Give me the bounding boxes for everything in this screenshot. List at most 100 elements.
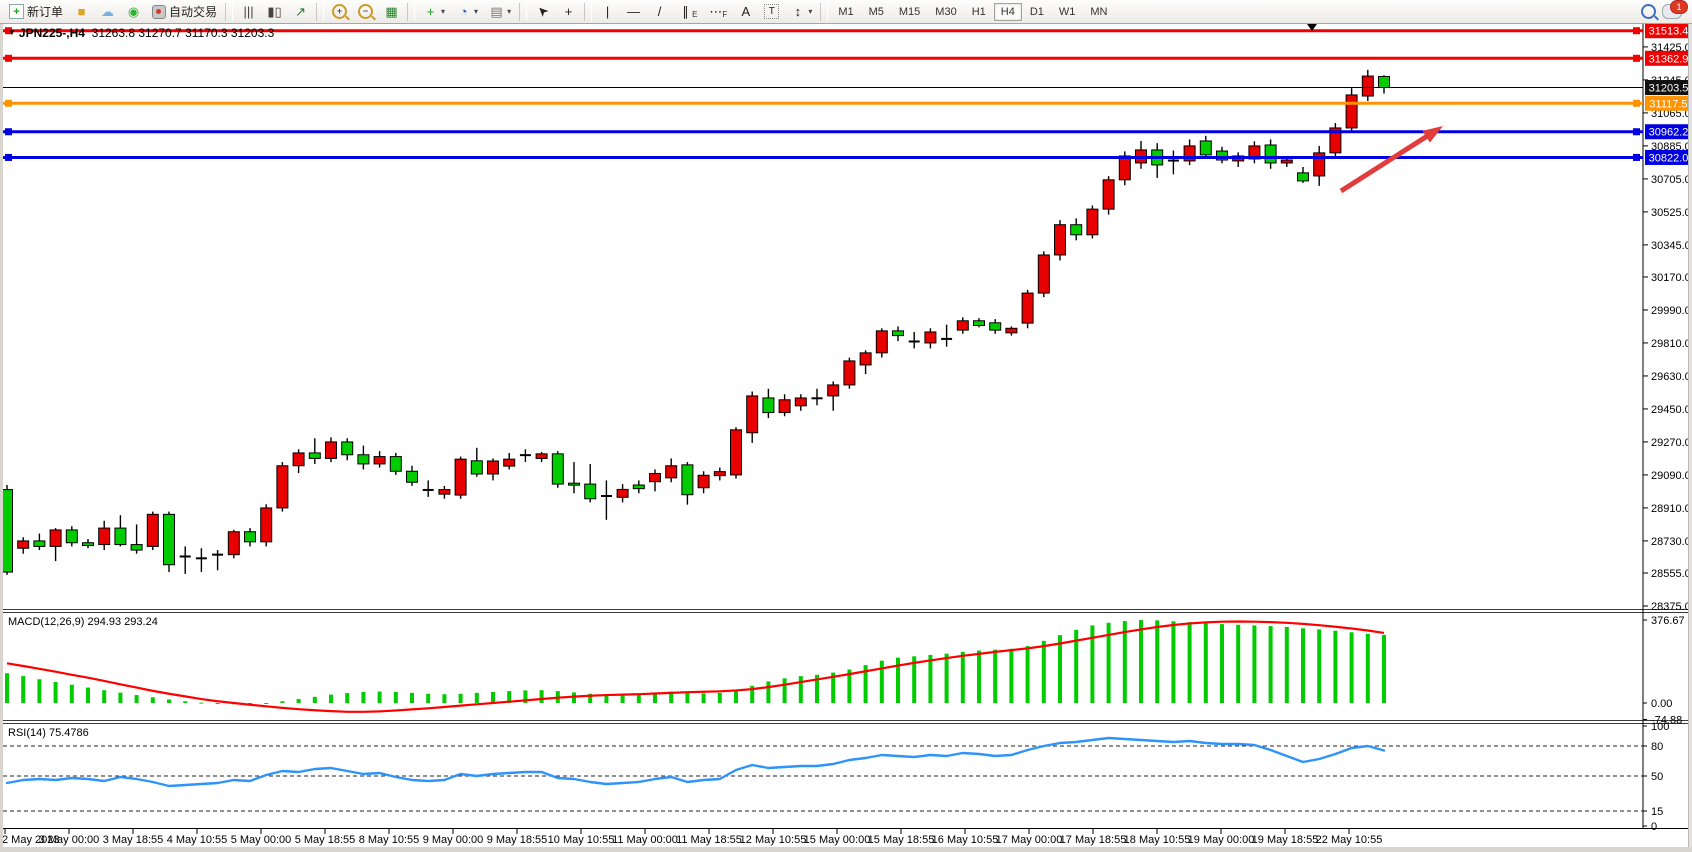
- zoom-in-button[interactable]: +: [327, 1, 352, 23]
- candle: [713, 471, 726, 477]
- signals-button[interactable]: ◉: [121, 1, 146, 23]
- crosshair-button[interactable]: +: [556, 1, 581, 23]
- auto-trading-button[interactable]: 自动交易: [147, 1, 222, 23]
- tile-windows-button[interactable]: ▦: [379, 1, 404, 23]
- timeframe-M5-button[interactable]: M5: [868, 5, 884, 18]
- timeframe-MN-button[interactable]: MN: [1090, 5, 1108, 18]
- line-handle[interactable]: [1633, 54, 1640, 62]
- line-handle[interactable]: [1633, 27, 1640, 35]
- trendline-button[interactable]: /: [647, 1, 672, 23]
- candle: [1021, 292, 1034, 324]
- toolbar-separator: [316, 2, 325, 21]
- svg-text:9 May 18:55: 9 May 18:55: [487, 834, 548, 846]
- fibonacci-button[interactable]: ⋯ F: [709, 4, 728, 19]
- text-button[interactable]: A: [733, 1, 758, 23]
- macd-histogram-bar: [5, 673, 9, 703]
- candle: [1264, 144, 1277, 164]
- notification-badge: 1: [1670, 0, 1688, 14]
- period-menu-button[interactable]: ◔ ▾: [451, 1, 483, 23]
- line-handle[interactable]: [1633, 153, 1640, 161]
- horizontal-line-button[interactable]: —: [621, 1, 646, 23]
- svg-text:17 May 18:55: 17 May 18:55: [1060, 834, 1127, 846]
- macd-histogram-bar: [442, 694, 447, 703]
- timeframe-H4-button[interactable]: H4: [993, 2, 1022, 21]
- candle-chart-button[interactable]: ▮▯: [262, 1, 287, 23]
- macd-histogram-bar: [636, 694, 641, 703]
- macd-histogram-bar: [69, 684, 74, 703]
- community-button[interactable]: ☁: [95, 1, 120, 23]
- chat-icon[interactable]: 1: [1662, 0, 1688, 19]
- candle: [438, 489, 451, 495]
- candle: [503, 458, 516, 467]
- arrows-button[interactable]: ↕ ▾: [785, 1, 817, 23]
- macd-histogram-bar: [944, 653, 949, 703]
- macd-histogram-bar: [993, 649, 998, 703]
- indicators-button[interactable]: + ▾: [418, 1, 450, 23]
- bar-chart-button[interactable]: |||: [236, 1, 261, 23]
- search-icon[interactable]: [1641, 4, 1656, 19]
- candle: [65, 529, 78, 544]
- line-handle[interactable]: [5, 99, 12, 107]
- timeframe-H1-button[interactable]: H1: [971, 5, 986, 18]
- equidistant-channel-icon: ∥: [682, 4, 689, 19]
- svg-text:31513.4: 31513.4: [1649, 26, 1689, 38]
- candle: [1086, 208, 1099, 236]
- templates-button[interactable]: ▤ ▾: [484, 1, 516, 23]
- line-chart-button[interactable]: ↗: [288, 1, 313, 23]
- new-order-button[interactable]: + 新订单: [4, 1, 68, 23]
- candle: [308, 452, 321, 459]
- candle: [276, 465, 289, 509]
- tile-windows-icon: ▦: [385, 4, 398, 19]
- macd-histogram-bar: [847, 669, 852, 703]
- rsi-axis-label: 15: [1651, 806, 1663, 818]
- line-handle[interactable]: [5, 128, 12, 136]
- trend-arrow[interactable]: [1339, 132, 1431, 194]
- line-handle[interactable]: [5, 54, 12, 62]
- macd-histogram-bar: [766, 681, 771, 703]
- candle: [1361, 75, 1374, 97]
- svg-text:9 May 00:00: 9 May 00:00: [423, 834, 484, 846]
- svg-text:22 May 10:55: 22 May 10:55: [1316, 834, 1383, 846]
- equidistant-channel-button[interactable]: ∥ E: [673, 1, 702, 23]
- zoom-out-button[interactable]: −: [353, 1, 378, 23]
- candle: [341, 441, 354, 456]
- macd-histogram-bar: [215, 703, 220, 704]
- macd-histogram-bar: [1317, 629, 1322, 703]
- timeframe-D1-button[interactable]: D1: [1029, 5, 1044, 18]
- chevron-down-icon: ▾: [441, 7, 446, 16]
- timeframe-M30-button[interactable]: M30: [935, 5, 957, 18]
- svg-text:30170.0: 30170.0: [1651, 272, 1691, 284]
- svg-text:29630.0: 29630.0: [1651, 371, 1691, 383]
- timeframe-W1-button[interactable]: W1: [1058, 5, 1076, 18]
- macd-histogram-bar: [150, 697, 155, 703]
- line-handle[interactable]: [5, 153, 12, 161]
- candle: [1329, 127, 1342, 154]
- svg-text:30822.0: 30822.0: [1649, 152, 1689, 164]
- trend-arrow-head[interactable]: [1422, 126, 1443, 143]
- candle: [17, 540, 30, 549]
- price-badge: 30822.0: [1645, 149, 1692, 165]
- vertical-line-button[interactable]: |: [595, 1, 620, 23]
- zoom-out-icon: −: [358, 4, 374, 19]
- svg-text:5 May 00:00: 5 May 00:00: [231, 834, 292, 846]
- chart-shift-marker[interactable]: [1307, 24, 1317, 31]
- line-handle[interactable]: [1633, 99, 1640, 107]
- cursor-button[interactable]: ➤: [530, 1, 555, 23]
- candle: [1216, 150, 1228, 161]
- timeframe-M15-button[interactable]: M15: [898, 5, 921, 18]
- text-label-button[interactable]: T: [759, 1, 784, 23]
- candle: [1102, 179, 1115, 210]
- macd-histogram-bar: [21, 676, 26, 703]
- line-handle[interactable]: [5, 27, 12, 35]
- chart-background[interactable]: [0, 24, 1692, 852]
- macd-histogram-bar: [426, 693, 431, 703]
- publish-button[interactable]: ■: [69, 1, 94, 23]
- vertical-line-icon: |: [605, 4, 610, 19]
- price-badge: 31117.5: [1645, 95, 1692, 111]
- line-handle[interactable]: [1633, 128, 1640, 136]
- timeframe-M1-button[interactable]: M1: [838, 5, 854, 18]
- candle: [730, 429, 742, 476]
- macd-histogram-bar: [345, 693, 350, 703]
